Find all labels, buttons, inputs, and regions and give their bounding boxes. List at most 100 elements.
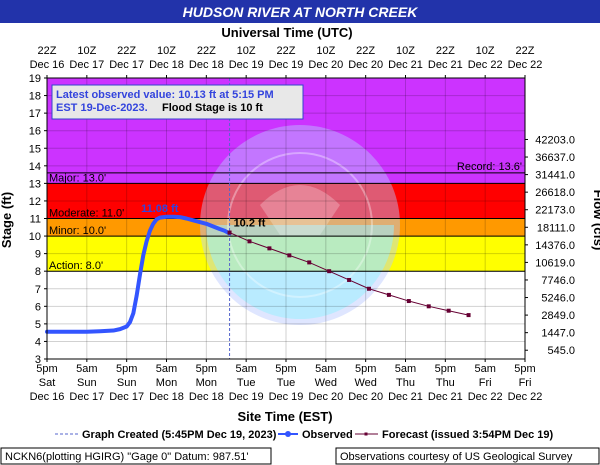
- top-tick-date: Dec 18: [189, 59, 224, 71]
- footer-right-box: [335, 447, 600, 465]
- x-tick-date: Dec 18: [149, 391, 184, 403]
- legend-forecast-label: Forecast (issued 3:54PM Dec 19): [382, 429, 554, 441]
- top-axis-label: Universal Time (UTC): [221, 25, 352, 40]
- x-tick-day: Tue: [237, 377, 256, 389]
- x-tick-time: 5am: [235, 363, 256, 375]
- info-line3: Flood Stage is 10 ft: [162, 102, 263, 114]
- top-tick-date: Dec 20: [348, 59, 383, 71]
- x-tick-day: Wed: [315, 377, 337, 389]
- x-tick-date: Dec 16: [30, 391, 65, 403]
- y-tick-label: 13: [29, 178, 41, 190]
- y-tick-label: 10: [29, 231, 41, 243]
- observed-series-line: [45, 214, 232, 334]
- flow-tick-label: 2849.0: [541, 310, 575, 322]
- tick-labels: 3 4 5 6 7 8 9 10 11 12 13 14 15 16 17 18 19 545.0 1447.0 28…: [29, 45, 575, 403]
- flow-tick-label: 5246.0: [541, 293, 575, 305]
- x-tick-date: Dec 22: [468, 391, 503, 403]
- x-tick-date: Dec 21: [388, 391, 423, 403]
- y-tick-label: 4: [35, 336, 41, 348]
- x-tick-time: 5am: [315, 363, 336, 375]
- seal-bird: [260, 185, 340, 235]
- forecast-point: [227, 230, 232, 235]
- chart-title: HUDSON RIVER AT NORTH CREEK: [183, 4, 419, 20]
- y-tick-label: 7: [35, 284, 41, 296]
- flow-tick-label: 7746.0: [541, 275, 575, 287]
- top-tick-time: 10Z: [476, 45, 495, 57]
- forecast-point: [466, 313, 471, 318]
- threshold-label-major: Major: 13.0': [49, 172, 106, 184]
- flow-tick-label: 1447.0: [541, 328, 575, 340]
- y-tick-label: 11: [30, 214, 41, 226]
- flow-tick-label: 26618.0: [535, 187, 575, 199]
- bottom-axis-label: Site Time (EST): [237, 409, 332, 424]
- legend-observed-marker: [285, 431, 291, 437]
- flow-tick-label: 14376.0: [535, 240, 575, 252]
- y-tick-label: 9: [35, 249, 41, 261]
- x-tick-time: 5pm: [116, 363, 137, 375]
- flow-tick-label: 10619.0: [535, 257, 575, 269]
- legend-forecast-marker: [364, 432, 368, 436]
- y-tick-label: 6: [35, 301, 41, 313]
- info-line2: EST 19-Dec-2023.: [56, 102, 148, 114]
- y-tick-label: 14: [29, 161, 41, 173]
- x-tick-day: Mon: [196, 377, 217, 389]
- x-tick-day: Sun: [117, 377, 137, 389]
- top-tick-time: 22Z: [356, 45, 375, 57]
- top-tick-time: 22Z: [436, 45, 455, 57]
- x-tick-date: Dec 17: [69, 391, 104, 403]
- seal-water: [206, 225, 394, 319]
- forecast-point: [366, 286, 371, 291]
- top-tick-time: 10Z: [157, 45, 176, 57]
- x-tick-date: Dec 18: [189, 391, 224, 403]
- top-tick-date: Dec 17: [69, 59, 104, 71]
- threshold-label-minor: Minor: 10.0': [49, 225, 106, 237]
- x-tick-day: Sun: [77, 377, 97, 389]
- flow-tick-label: 18111.0: [537, 222, 575, 234]
- current-label: 10.2 ft: [234, 218, 266, 230]
- x-tick-day: Thu: [396, 377, 415, 389]
- info-line1: Latest observed value: 10.13 ft at 5:15 …: [56, 89, 274, 101]
- x-tick-date: Dec 20: [348, 391, 383, 403]
- x-tick-date: Dec 22: [508, 391, 543, 403]
- y2-axis-label: Flow (cfs): [591, 190, 600, 251]
- x-tick-time: 5pm: [355, 363, 376, 375]
- x-tick-day: Tue: [277, 377, 296, 389]
- band-moderate: [47, 183, 525, 219]
- y-tick-label: 18: [29, 91, 41, 103]
- y-tick-label: 16: [29, 126, 41, 138]
- forecast-point: [347, 277, 352, 282]
- threshold-label-moderate: Moderate: 11.0': [49, 208, 124, 220]
- footer-right: Observations courtesy of US Geological S…: [340, 451, 573, 463]
- y-tick-label: 15: [29, 143, 41, 155]
- top-tick-date: Dec 16: [30, 59, 65, 71]
- forecast-point: [386, 292, 391, 297]
- forecast-point: [287, 253, 292, 258]
- info-box: [51, 84, 304, 120]
- x-tick-time: 5pm: [36, 363, 57, 375]
- x-tick-time: 5am: [474, 363, 495, 375]
- flow-tick-label: 42203.0: [535, 134, 575, 146]
- top-tick-date: Dec 22: [508, 59, 543, 71]
- forecast-point: [327, 269, 332, 274]
- footer-left-box: [0, 447, 272, 465]
- x-tick-time: 5pm: [275, 363, 296, 375]
- y-tick-label: 19: [29, 73, 41, 85]
- flow-tick-label: 31441.0: [535, 170, 575, 182]
- x-tick-date: Dec 20: [308, 391, 343, 403]
- top-tick-date: Dec 19: [269, 59, 304, 71]
- record-label: Record: 13.6': [457, 161, 522, 173]
- top-tick-date: Dec 17: [109, 59, 144, 71]
- top-tick-date: Dec 19: [229, 59, 264, 71]
- footer-left: NCKN6(plotting HGIRG) "Gage 0" Datum: 98…: [5, 451, 248, 463]
- x-tick-time: 5am: [76, 363, 97, 375]
- forecast-point: [446, 308, 451, 313]
- top-tick-time: 22Z: [197, 45, 216, 57]
- x-tick-date: Dec 17: [109, 391, 144, 403]
- legend-created-label: Graph Created (5:45PM Dec 19, 2023): [82, 429, 277, 441]
- top-tick-time: 10Z: [77, 45, 96, 57]
- x-tick-day: Fri: [479, 377, 492, 389]
- x-tick-time: 5am: [395, 363, 416, 375]
- forecast-point: [247, 239, 252, 244]
- x-tick-day: Wed: [354, 377, 376, 389]
- peak-label: 11.08 ft: [141, 203, 179, 215]
